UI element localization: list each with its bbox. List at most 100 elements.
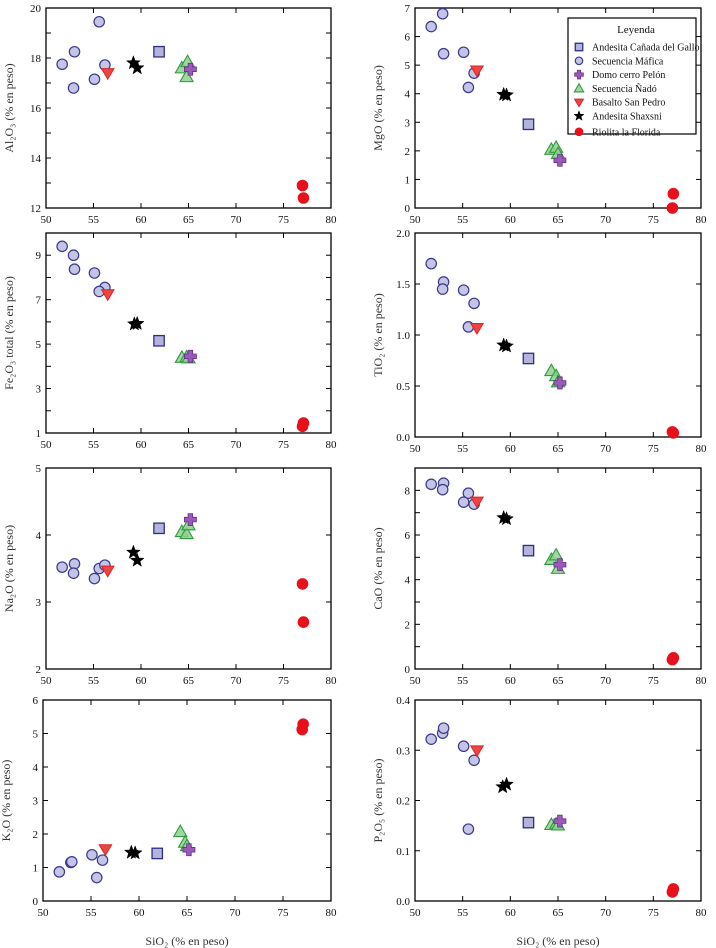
y-tick-label: 18 <box>30 53 42 65</box>
y-axis-title: MgO (% en peso) <box>371 65 385 151</box>
y-tick-label: 16 <box>30 103 42 115</box>
series-riolita-la-florida <box>296 179 310 204</box>
series-domo-cerro-pel-n <box>184 349 197 363</box>
series-secuencia-m-fica <box>56 558 111 585</box>
panel-na2o: 50 55 60 65 70 75 80 2 3 4 5 Na₂O (% en peso) <box>2 463 337 687</box>
plot-frame <box>414 699 702 902</box>
x-tick-label: 80 <box>326 907 338 919</box>
y-tick-label: 2 <box>405 146 411 158</box>
data-point <box>184 349 197 363</box>
y-tick-label: 2.0 <box>396 228 410 240</box>
legend-marker <box>573 98 585 108</box>
series-andesita-ca-ada-del-gallo <box>151 847 164 860</box>
data-point <box>125 544 141 559</box>
data-point <box>522 118 535 131</box>
x-tick-label: 80 <box>326 675 338 687</box>
data-point <box>56 561 68 573</box>
x-tick-label: 70 <box>231 439 243 451</box>
y-tick-label: 0.1 <box>396 846 410 858</box>
y-axis-title: Al₂O₃ (% en peso) <box>2 63 16 152</box>
x-tick-label: 75 <box>648 443 660 455</box>
series-riolita-la-florida <box>666 187 680 214</box>
data-point <box>172 824 188 838</box>
data-point <box>666 202 679 214</box>
data-point <box>469 323 485 336</box>
legend-label: Andesita Cañada del Gallo <box>592 43 699 54</box>
data-point <box>127 845 143 860</box>
series-andesita-ca-ada-del-gallo <box>522 118 535 131</box>
x-tick-label: 80 <box>326 439 338 451</box>
data-point <box>425 257 438 270</box>
data-point <box>179 526 195 540</box>
legend-label: Secuencia Ñadó <box>592 83 657 95</box>
y-tick-label: 5 <box>36 339 42 351</box>
data-point <box>468 297 480 310</box>
series-riolita-la-florida <box>666 426 680 439</box>
legend-label: Riolita la Florida <box>592 127 661 138</box>
y-tick-label: 3 <box>405 117 411 129</box>
series-secuencia-m-fica <box>56 240 111 298</box>
data-point <box>297 417 310 429</box>
series-secuencia-m-fica <box>53 848 109 884</box>
y-tick-label: 1.5 <box>396 279 410 291</box>
x-tick-label: 75 <box>278 214 290 226</box>
x-tick-label: 65 <box>182 907 194 919</box>
series-andesita-shaxsni <box>125 55 145 75</box>
data-point <box>548 547 564 561</box>
x-tick-label: 80 <box>696 443 708 455</box>
x-tick-label: 60 <box>136 675 148 687</box>
data-point <box>100 68 115 81</box>
y-tick-label: 1 <box>36 428 42 440</box>
y-tick-label: 7 <box>36 295 42 307</box>
legend-marker <box>574 42 584 52</box>
y-tick-label: 0.0 <box>396 896 410 908</box>
series-andesita-ca-ada-del-gallo <box>153 522 165 535</box>
series-andesita-shaxsni <box>126 315 145 331</box>
data-point <box>457 46 470 59</box>
series-andesita-ca-ada-del-gallo <box>153 334 165 347</box>
data-point <box>522 816 535 829</box>
y-tick-label: 0.2 <box>396 796 410 808</box>
y-tick-label: 1 <box>405 174 411 186</box>
data-point <box>498 338 515 353</box>
data-point <box>68 263 81 276</box>
data-point <box>462 487 475 500</box>
data-point <box>498 87 515 102</box>
series-domo-cerro-pel-n <box>553 376 567 390</box>
data-point <box>66 856 78 868</box>
x-tick-label: 55 <box>457 214 469 226</box>
legend: Leyenda Andesita Cañada del Gallo Secuenci… <box>567 17 699 138</box>
series-domo-cerro-pel-n <box>184 62 197 76</box>
legend-marker <box>573 82 585 93</box>
x-tick-label: 65 <box>183 675 195 687</box>
data-point <box>457 284 470 296</box>
x-tick-label: 50 <box>41 675 53 687</box>
y-tick-label: 6 <box>405 530 411 542</box>
data-point <box>462 81 475 94</box>
x-tick-label: 75 <box>278 675 290 687</box>
data-point <box>129 315 145 331</box>
series-riolita-la-florida <box>296 578 310 628</box>
legend-label: Andesita Shaxsni <box>592 112 662 123</box>
x-tick-label: 65 <box>183 214 195 226</box>
data-point <box>436 7 449 20</box>
data-point <box>468 754 480 767</box>
series-secuencia-m-fica <box>56 15 111 94</box>
data-point <box>56 240 68 253</box>
x-tick-label: 65 <box>553 214 565 226</box>
data-point <box>86 848 98 861</box>
series-andesita-shaxsni <box>495 776 515 794</box>
y-tick-label: 14 <box>30 153 42 165</box>
data-point <box>67 567 80 579</box>
x-tick-label: 60 <box>136 439 148 451</box>
data-point <box>88 267 101 279</box>
y-tick-label: 4 <box>36 530 42 542</box>
x-tick-label: 50 <box>41 439 53 451</box>
legend-title: Leyenda <box>617 24 655 36</box>
data-point <box>179 69 195 83</box>
x-tick-label: 70 <box>600 443 612 455</box>
data-point <box>296 578 309 590</box>
series-andesita-ca-ada-del-gallo <box>522 816 535 829</box>
data-point <box>469 496 485 509</box>
y-tick-label: 0.0 <box>396 432 410 444</box>
